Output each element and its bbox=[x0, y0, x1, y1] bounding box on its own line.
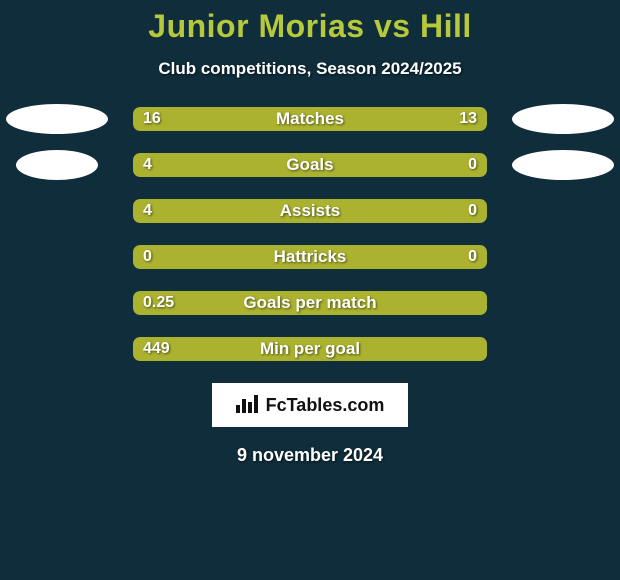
stat-value-left: 4 bbox=[143, 199, 152, 223]
stat-bar-left bbox=[133, 199, 399, 223]
right-team-badge bbox=[512, 150, 614, 180]
bars-list: 1613Matches40Goals40Assists00Hattricks0.… bbox=[0, 107, 620, 361]
stat-row: 00Hattricks bbox=[0, 245, 620, 269]
stat-bar-left bbox=[133, 291, 487, 315]
stat-row: 449Min per goal bbox=[0, 337, 620, 361]
stat-value-left: 4 bbox=[143, 153, 152, 177]
stat-value-right: 0 bbox=[468, 245, 477, 269]
stat-bar: 1613Matches bbox=[133, 107, 487, 131]
left-team-badge bbox=[6, 104, 108, 134]
stat-bar-left bbox=[133, 245, 282, 269]
right-team-slot bbox=[507, 150, 619, 180]
subtitle: Club competitions, Season 2024/2025 bbox=[0, 59, 620, 79]
fctables-logo[interactable]: FcTables.com bbox=[212, 383, 408, 427]
stat-value-left: 0 bbox=[143, 245, 152, 269]
snapshot-date: 9 november 2024 bbox=[0, 445, 620, 466]
stat-bar-left bbox=[133, 107, 328, 131]
stat-row: 0.25Goals per match bbox=[0, 291, 620, 315]
stat-bar-right bbox=[282, 245, 487, 269]
page-title: Junior Morias vs Hill bbox=[0, 8, 620, 45]
stat-bar: 0.25Goals per match bbox=[133, 291, 487, 315]
stat-value-left: 0.25 bbox=[143, 291, 174, 315]
stat-bar: 40Assists bbox=[133, 199, 487, 223]
logo-text: FcTables.com bbox=[266, 395, 385, 416]
stat-row: 40Assists bbox=[0, 199, 620, 223]
stat-value-right: 0 bbox=[468, 153, 477, 177]
stat-value-left: 449 bbox=[143, 337, 170, 361]
stat-bar-left bbox=[133, 337, 487, 361]
stat-value-right: 13 bbox=[459, 107, 477, 131]
stat-bar: 40Goals bbox=[133, 153, 487, 177]
stat-bar-left bbox=[133, 153, 399, 177]
stat-value-right: 0 bbox=[468, 199, 477, 223]
comparison-card: Junior Morias vs Hill Club competitions,… bbox=[0, 0, 620, 580]
right-team-badge bbox=[512, 104, 614, 134]
left-team-badge bbox=[16, 150, 98, 180]
stat-row: 40Goals bbox=[0, 153, 620, 177]
left-team-slot bbox=[1, 104, 113, 134]
right-team-slot bbox=[507, 104, 619, 134]
stat-row: 1613Matches bbox=[0, 107, 620, 131]
bar-chart-icon bbox=[236, 393, 260, 418]
stat-value-left: 16 bbox=[143, 107, 161, 131]
stat-bar: 00Hattricks bbox=[133, 245, 487, 269]
stat-bar: 449Min per goal bbox=[133, 337, 487, 361]
left-team-slot bbox=[1, 150, 113, 180]
